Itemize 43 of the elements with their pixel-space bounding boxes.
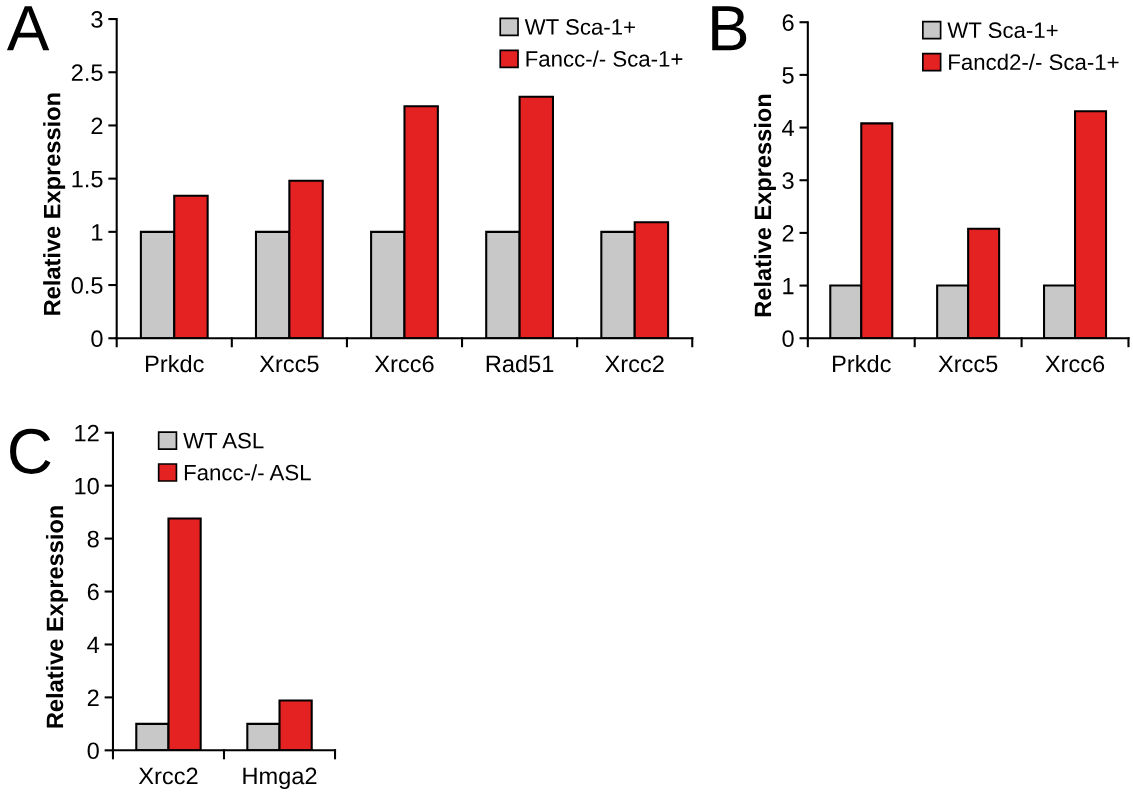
x-tick-label: Prkdc <box>146 354 204 373</box>
legend-label: WT ASL <box>183 432 264 449</box>
y-axis-title: Relative Expression <box>45 506 68 728</box>
y-tick-label: 8 <box>87 530 99 548</box>
y-tick-label: 3 <box>91 11 103 28</box>
y-tick-label: 2 <box>782 224 794 242</box>
y-tick-label: 2 <box>87 689 99 706</box>
y-tick-label: 3 <box>782 172 794 190</box>
legend-label: WT Sca-1+ <box>947 22 1058 39</box>
y-tick-label: 0.5 <box>71 277 103 294</box>
y-tick-label: 12 <box>75 424 99 442</box>
x-tick-label: Xrcc2 <box>138 767 198 785</box>
y-tick-label: 0 <box>87 742 99 760</box>
text: C <box>10 428 51 475</box>
y-tick-label: 4 <box>782 119 794 137</box>
legend-label: Fancc-/- Sca-1+ <box>526 50 683 67</box>
text: B <box>712 6 747 51</box>
y-axis-title: Relative Expression <box>753 94 776 317</box>
x-tick-label: Hmga2 <box>243 767 317 790</box>
y-tick-label: 4 <box>87 636 100 654</box>
y-tick-label: 2.5 <box>71 64 103 82</box>
legend-label: WT Sca-1+ <box>524 19 635 35</box>
y-tick-label: 6 <box>87 583 99 601</box>
x-tick-label: Xrcc2 <box>605 355 664 373</box>
y-tick-label: 6 <box>782 14 794 32</box>
legend-label: Fancd2-/- Sca-1+ <box>949 53 1119 71</box>
x-tick-label: Xrcc5 <box>259 355 319 373</box>
y-tick-label: 5 <box>782 67 794 84</box>
y-tick-label: 1.5 <box>72 170 103 188</box>
x-tick-label: Prkdc <box>833 354 891 373</box>
x-tick-label: Xrcc6 <box>374 355 434 373</box>
legend-label: Fancc-/- ASL <box>184 464 311 481</box>
y-axis-title: Relative Expression <box>43 93 66 315</box>
y-tick-label: 0 <box>782 330 794 348</box>
y-tick-label: 10 <box>75 477 99 495</box>
y-tick-label: 2 <box>91 117 103 135</box>
y-tick-label: 1 <box>783 277 794 295</box>
y-tick-label: 1 <box>92 224 103 241</box>
x-tick-label: Xrcc5 <box>938 355 998 373</box>
text: A <box>6 6 50 51</box>
x-tick-label: Rad51 <box>486 354 554 373</box>
y-tick-label: 0 <box>91 330 103 348</box>
x-tick-label: Xrcc6 <box>1045 355 1105 373</box>
